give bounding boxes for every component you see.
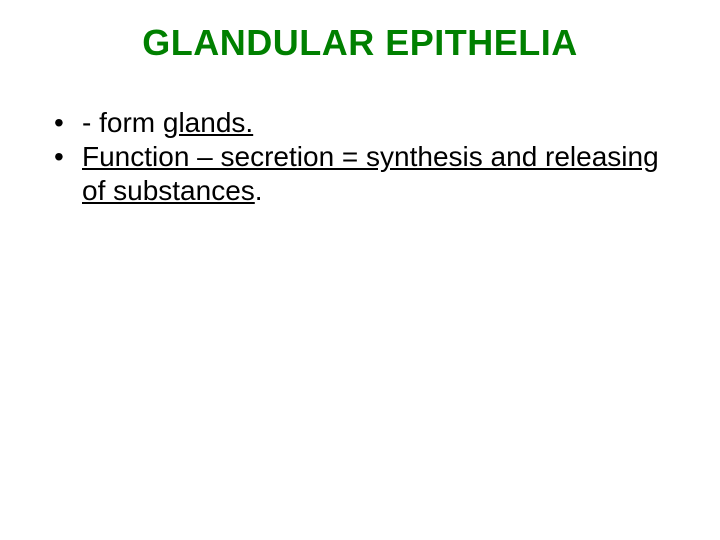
list-item: - form glands.: [54, 106, 680, 140]
slide-title: GLANDULAR EPITHELIA: [0, 22, 720, 64]
slide: GLANDULAR EPITHELIA - form glands. Funct…: [0, 0, 720, 540]
slide-body: - form glands. Function – secretion = sy…: [54, 106, 680, 208]
bullet-list: - form glands. Function – secretion = sy…: [54, 106, 680, 208]
text-run: - form: [82, 107, 163, 138]
text-run: Function – secretion = synthesis and rel…: [82, 141, 659, 206]
text-run: glands.: [163, 107, 253, 138]
text-run: .: [255, 175, 263, 206]
list-item: Function – secretion = synthesis and rel…: [54, 140, 680, 208]
